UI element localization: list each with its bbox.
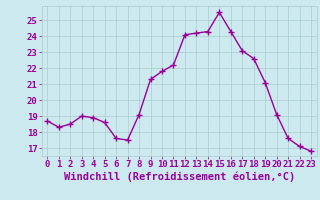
- X-axis label: Windchill (Refroidissement éolien,°C): Windchill (Refroidissement éolien,°C): [64, 172, 295, 182]
